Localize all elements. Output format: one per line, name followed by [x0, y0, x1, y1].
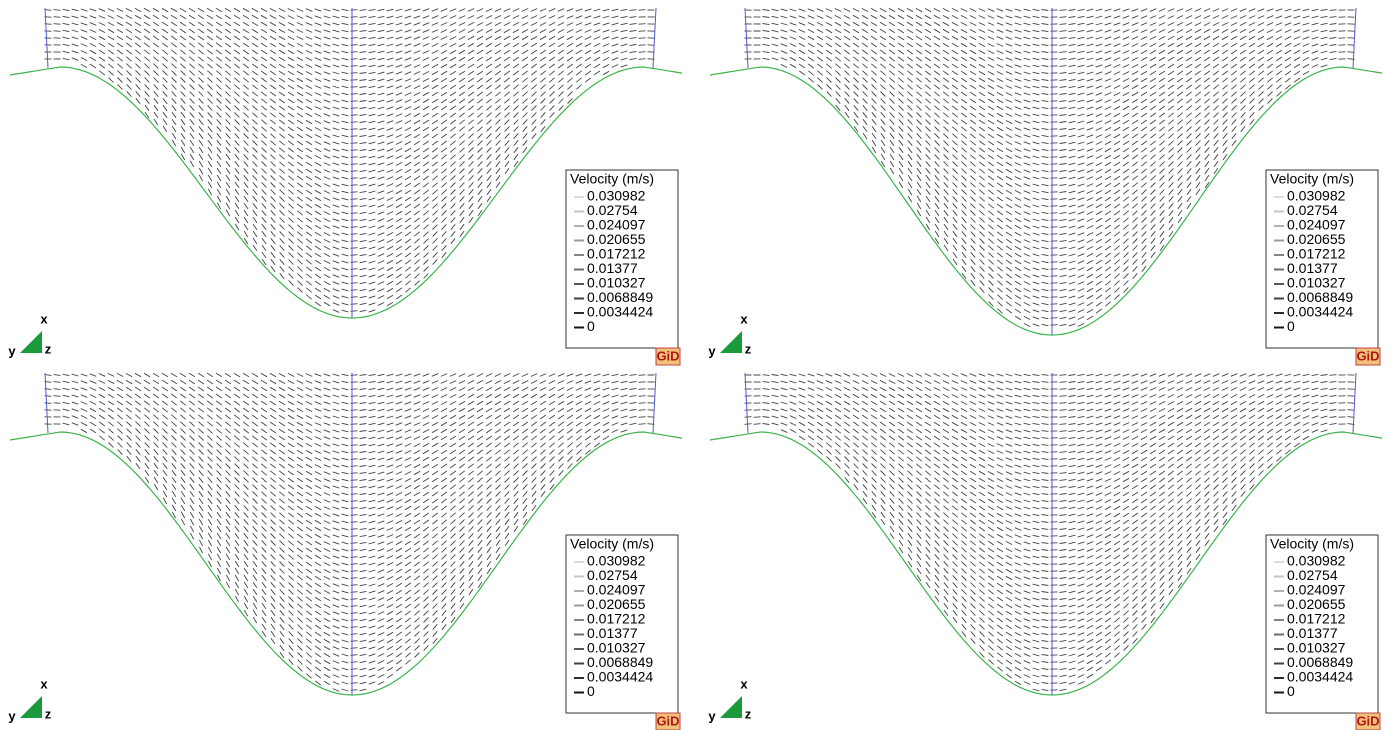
axis-triad [720, 331, 742, 353]
triad-z: z [745, 341, 752, 356]
triad-z: z [45, 341, 52, 356]
vector-panel: Velocity (m/s)0.0309820.027540.0240970.0… [708, 373, 1382, 730]
velocity-vectors [745, 374, 1355, 692]
legend-value: 0 [587, 318, 595, 334]
triad-x: x [40, 311, 48, 326]
triad-x: x [40, 676, 48, 691]
triad-z: z [745, 706, 752, 721]
logo: GiD [1356, 713, 1379, 728]
page: Velocity (m/s)0.0309820.027540.0240970.0… [0, 0, 1389, 730]
vector-panel: Velocity (m/s)0.0309820.027540.0240970.0… [8, 8, 682, 365]
axis-triad [720, 696, 742, 718]
logo: GiD [1356, 348, 1379, 363]
legend-title: Velocity (m/s) [570, 171, 654, 187]
velocity-vectors [45, 8, 655, 312]
legend-value: 0.0034424 [587, 669, 653, 685]
legend-value: 0 [587, 683, 595, 699]
triad-y: y [8, 343, 16, 358]
legend-value: 0.0034424 [1287, 304, 1353, 320]
legend-value: 0.0034424 [1287, 669, 1353, 685]
vector-panel: Velocity (m/s)0.0309820.027540.0240970.0… [8, 373, 682, 730]
legend-title: Velocity (m/s) [570, 536, 654, 552]
triad-y: y [8, 708, 16, 723]
legend-value: 0 [1287, 318, 1295, 334]
axis-triad [20, 331, 42, 353]
velocity-vectors [45, 373, 655, 691]
triad-z: z [45, 706, 52, 721]
triad-x: x [740, 311, 748, 326]
visualization-grid: Velocity (m/s)0.0309820.027540.0240970.0… [0, 0, 1389, 730]
logo: GiD [656, 713, 679, 728]
velocity-vectors [745, 8, 1355, 326]
triad-y: y [708, 708, 716, 723]
vector-panel: Velocity (m/s)0.0309820.027540.0240970.0… [708, 8, 1382, 365]
legend-title: Velocity (m/s) [1270, 171, 1354, 187]
triad-y: y [708, 343, 716, 358]
triad-x: x [740, 676, 748, 691]
legend-value: 0.0034424 [587, 304, 653, 320]
legend-value: 0 [1287, 683, 1295, 699]
legend-title: Velocity (m/s) [1270, 536, 1354, 552]
axis-triad [20, 696, 42, 718]
logo: GiD [656, 348, 679, 363]
